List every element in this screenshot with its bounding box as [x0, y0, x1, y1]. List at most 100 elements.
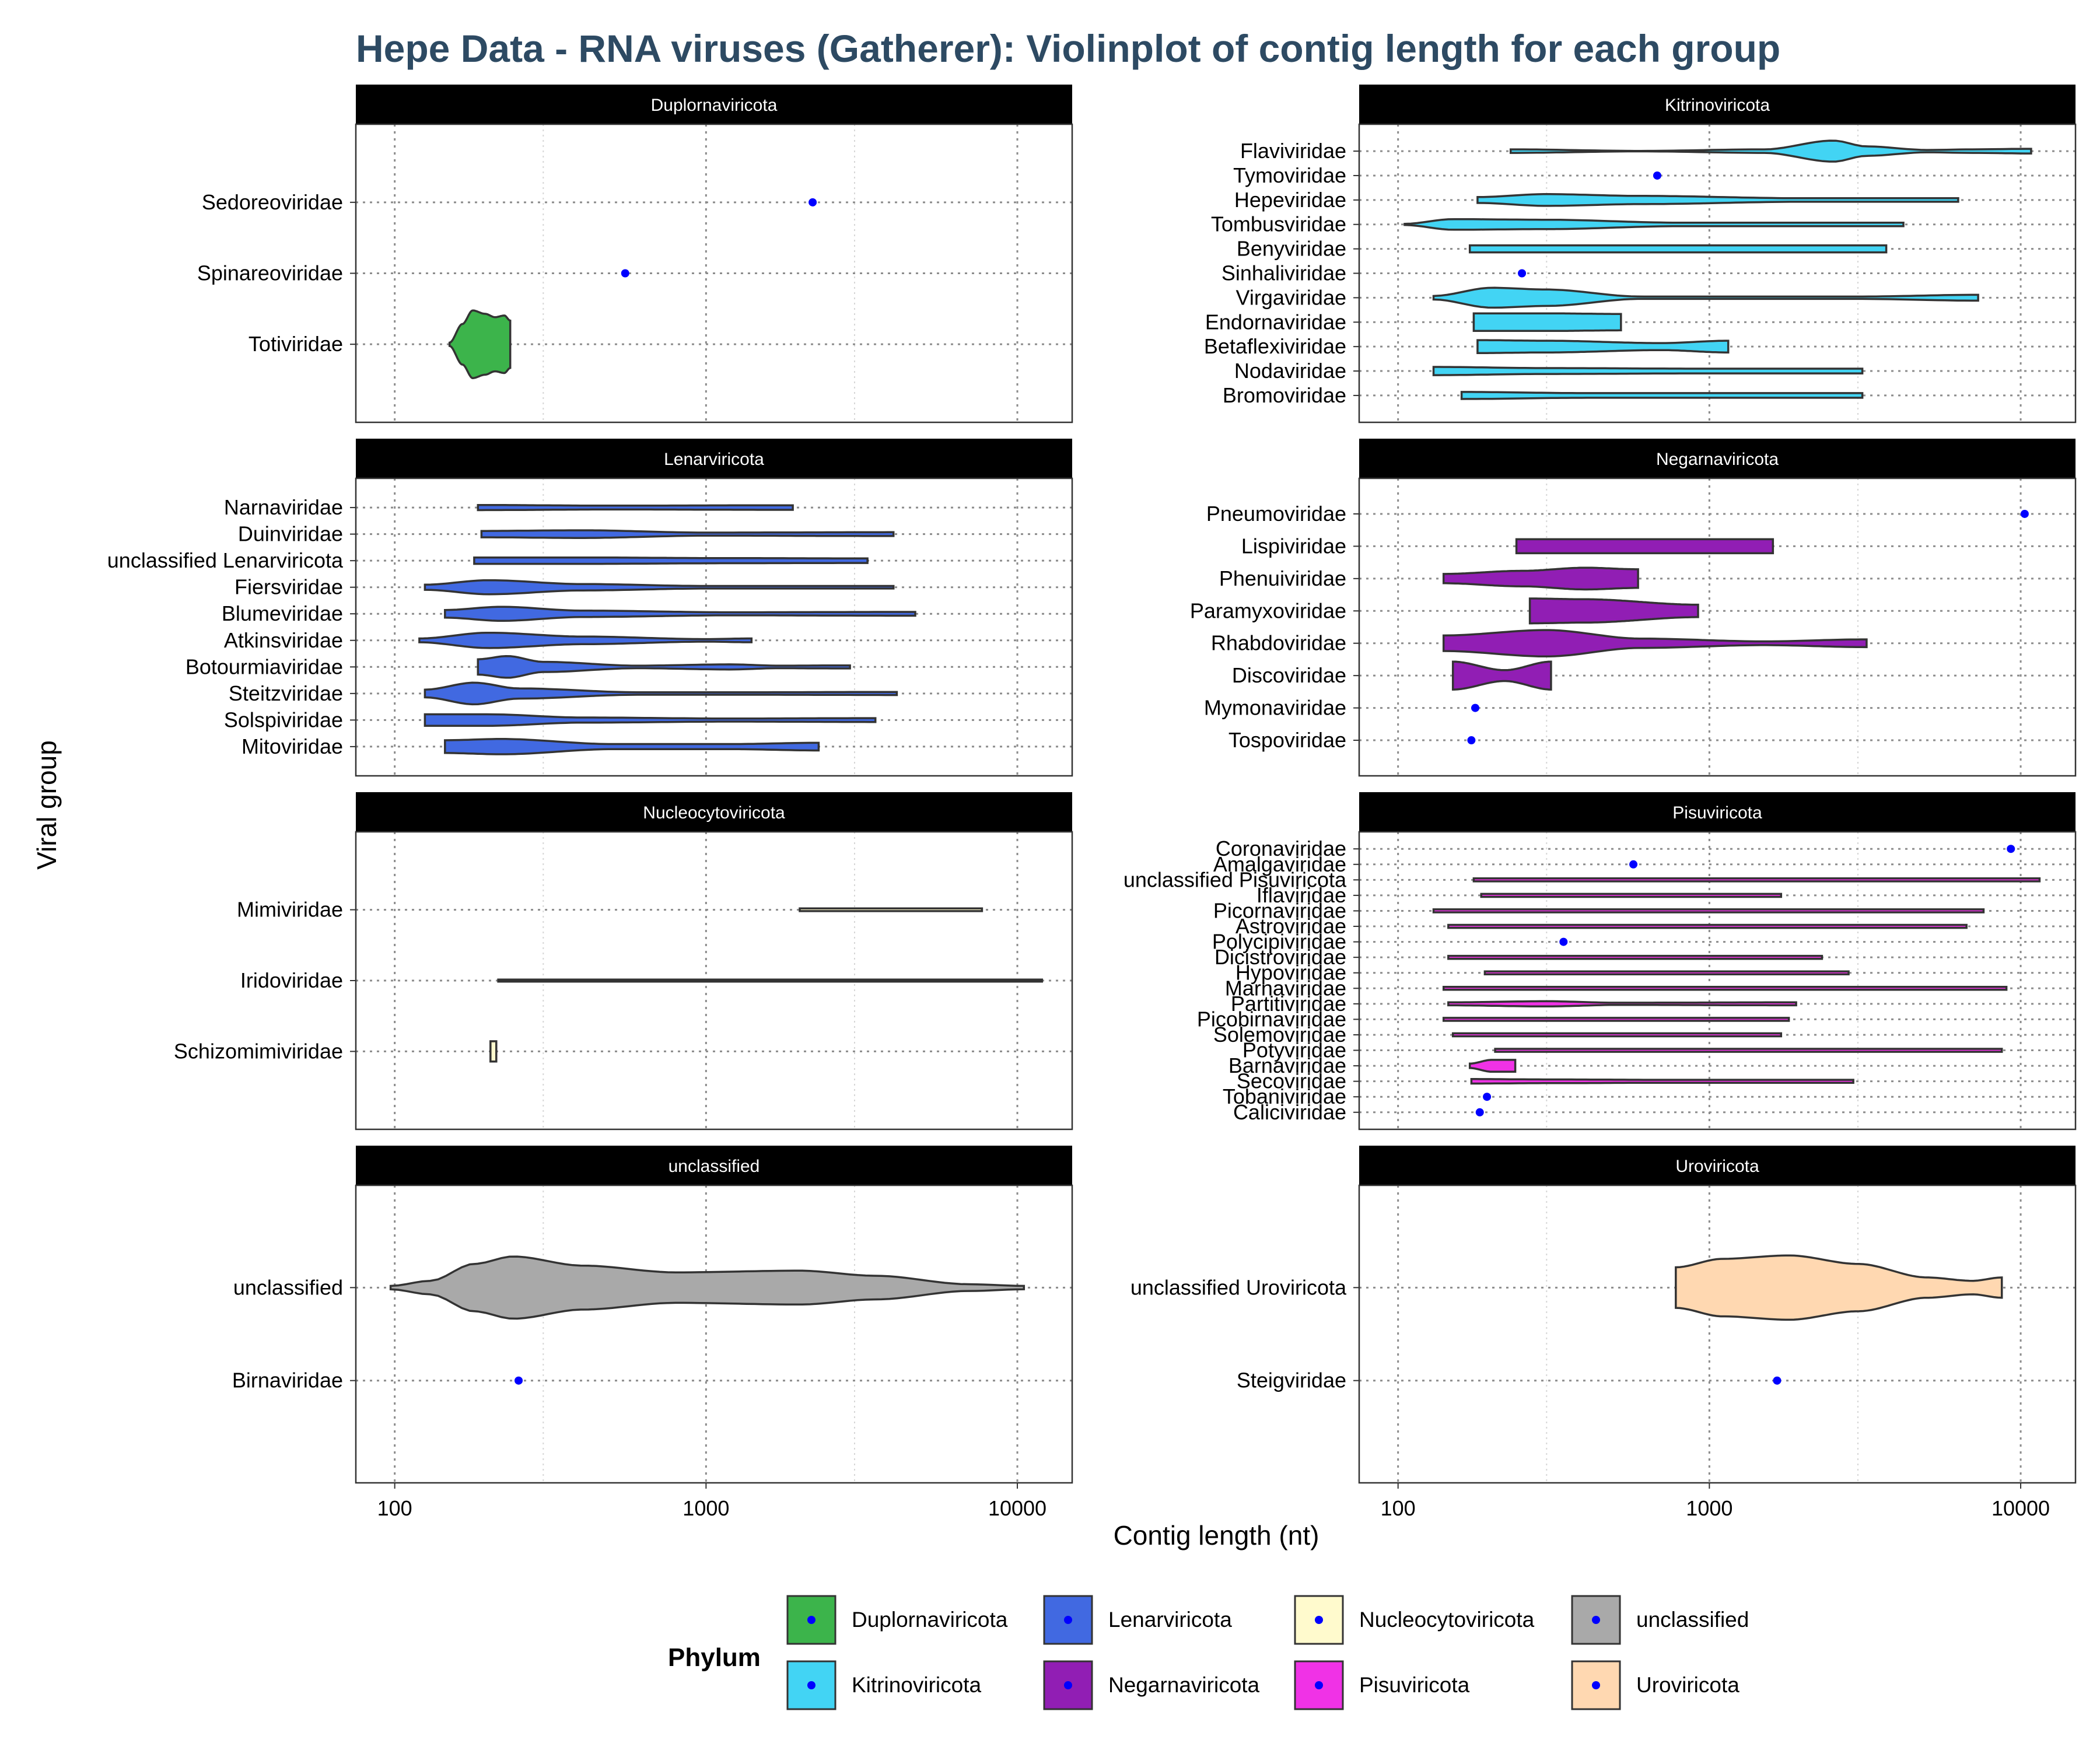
violin-shape — [1442, 566, 1639, 591]
legend-label: Duplornaviricota — [852, 1608, 1008, 1632]
y-tick-label: Endornaviridae — [1205, 310, 1346, 334]
y-tick-label: Astroviridae — [1236, 914, 1346, 938]
facet-strip-label: Uroviricota — [1675, 1157, 1759, 1176]
legend-key-point — [1064, 1681, 1072, 1689]
panel-border — [1358, 831, 2077, 1130]
y-tick-label: Marnaviridae — [1225, 976, 1346, 1000]
y-tick-label: Dicistroviridae — [1214, 945, 1346, 969]
legend-item: Nucleocytoviricota — [1294, 1595, 1535, 1645]
x-tick-label: 100 — [1381, 1496, 1416, 1520]
y-tick-label: Coronaviridae — [1216, 836, 1346, 860]
single-value-point — [1518, 269, 1527, 278]
violin-shape — [1494, 1048, 2003, 1053]
facet-strip-label: Lenarviricota — [664, 450, 764, 469]
facet-panel: Duplornaviricota Sedoreoviridae Spinareovi… — [197, 85, 1073, 424]
x-tick-label: 1000 — [682, 1496, 729, 1520]
panel-border — [355, 477, 1073, 777]
y-tick-label: Nodaviridae — [1234, 359, 1346, 383]
legend-label: Lenarviricota — [1108, 1608, 1232, 1632]
violin-shape — [1451, 1032, 1783, 1038]
x-axis-title: Contig length (nt) — [1114, 1520, 1320, 1550]
violin-shape — [1404, 218, 1905, 231]
y-tick-label: Solemoviridae — [1213, 1023, 1346, 1046]
x-tick-label: 1000 — [1686, 1496, 1732, 1520]
single-value-point — [1471, 704, 1480, 712]
facet-strip-label: Pisuviricota — [1672, 803, 1762, 822]
y-tick-label: Spinareoviridae — [197, 261, 343, 285]
legend-key-point — [1315, 1616, 1323, 1624]
single-value-point — [1483, 1093, 1492, 1101]
violin-shape — [1675, 1254, 2003, 1321]
y-tick-label: unclassified Lenarviricota — [107, 548, 344, 572]
single-value-point — [621, 269, 629, 278]
violin-shape — [1442, 985, 2008, 991]
legend-label: Negarnaviricota — [1108, 1673, 1260, 1697]
violin-shape — [1476, 339, 1730, 354]
y-tick-label: Bromoviridae — [1223, 383, 1346, 407]
y-tick-label: unclassified — [233, 1275, 343, 1299]
y-tick-label: Picornaviridae — [1213, 898, 1346, 922]
facet-strip-label: Duplornaviricota — [651, 96, 778, 115]
violin-shape — [1432, 286, 1979, 309]
violin-shape — [1442, 1017, 1790, 1022]
violin-shape — [444, 738, 820, 755]
legend: Phylum Duplornaviricota Lenarviricota Nucl… — [668, 1595, 1749, 1710]
single-value-point — [808, 198, 817, 206]
y-tick-label: Steitzviridae — [229, 681, 343, 705]
y-tick-label: Tymoviridae — [1233, 163, 1346, 187]
violin-shape — [389, 1255, 1026, 1320]
panel-background — [356, 478, 1072, 776]
y-tick-label: Hypoviridae — [1236, 961, 1346, 985]
violin-shape — [1447, 1000, 1797, 1008]
violin-shape — [1509, 139, 2032, 163]
single-value-point — [1773, 1376, 1782, 1385]
violin-shape — [1472, 877, 2041, 883]
x-tick-label: 10000 — [988, 1496, 1046, 1520]
violin-shape — [1472, 312, 1622, 332]
y-tick-label: Solspiviridae — [224, 708, 343, 732]
y-tick-label: Tombusviridae — [1211, 212, 1346, 236]
panel-border — [1358, 123, 2077, 424]
x-tick-label: 10000 — [1992, 1496, 2050, 1520]
y-tick-label: Birnaviridae — [232, 1368, 343, 1392]
single-value-point — [1467, 736, 1476, 745]
violin-shape — [1432, 908, 1985, 914]
violin-shape — [1470, 1078, 1854, 1085]
violin-shape — [477, 503, 794, 512]
facet-strip — [356, 792, 1072, 832]
single-value-point — [1559, 937, 1568, 946]
y-tick-label: Sedoreoviridae — [202, 190, 343, 214]
legend-label: Pisuviricota — [1359, 1673, 1470, 1697]
violin-shape — [1468, 244, 1888, 254]
legend-key — [1571, 1660, 1621, 1710]
violin-shape — [1515, 538, 1774, 555]
facet-strip — [1359, 85, 2076, 124]
violin-shape — [473, 556, 869, 565]
y-tick-label: Sinhaliviridae — [1222, 261, 1346, 285]
violin-shape — [424, 713, 877, 727]
violin-shape — [418, 631, 753, 649]
y-tick-label: Tospoviridae — [1228, 728, 1346, 752]
legend-item: Pisuviricota — [1294, 1660, 1470, 1710]
violin-shape — [1447, 923, 1968, 929]
legend-key-point — [1315, 1681, 1323, 1689]
y-tick-label: Picobirnaviridae — [1197, 1007, 1346, 1031]
violin-shape — [1483, 970, 1850, 976]
facet-strip — [356, 85, 1072, 124]
facet-strip — [1359, 1146, 2076, 1185]
y-tick-label: Mymonaviridae — [1204, 696, 1346, 720]
violin-shape — [477, 655, 851, 679]
violin-shape — [799, 907, 984, 912]
y-tick-label: Mitoviridae — [242, 734, 343, 758]
facet-strip — [356, 1146, 1072, 1185]
single-value-point — [1629, 860, 1638, 869]
facet-panels: Duplornaviricota Sedoreoviridae Spinareovi… — [107, 85, 2077, 1520]
y-tick-label: Iridoviridae — [240, 968, 343, 992]
facet-strip — [356, 439, 1072, 478]
violin-shape — [480, 529, 895, 539]
violin-shape — [497, 978, 1044, 983]
panel-background — [356, 1185, 1072, 1483]
y-tick-label: Potyviridae — [1242, 1038, 1346, 1062]
violin-shape — [1476, 193, 1959, 207]
violin-shape — [1451, 660, 1552, 691]
